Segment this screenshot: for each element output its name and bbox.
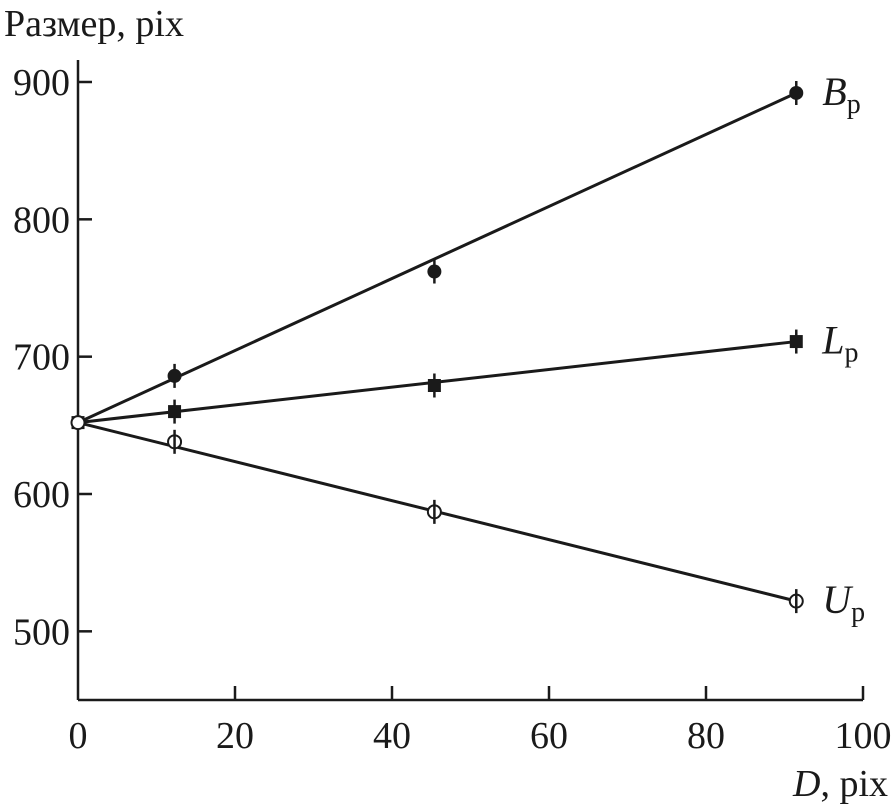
data-point-u xyxy=(70,415,86,431)
x-axis-title: D, pix xyxy=(792,763,888,805)
x-axis-variable: D xyxy=(792,763,820,805)
series-label-name: L xyxy=(821,318,844,363)
x-tick-label: 60 xyxy=(530,715,568,757)
y-tick-label: 700 xyxy=(13,337,70,379)
series-label-l: Lp xyxy=(821,318,858,369)
data-point-l xyxy=(427,379,441,393)
x-tick-label: 80 xyxy=(687,715,725,757)
fit-line-b xyxy=(77,91,797,424)
x-tick-label: 40 xyxy=(373,715,411,757)
data-point-l xyxy=(789,335,803,349)
y-axis-title: Размер, pix xyxy=(4,3,184,45)
series-label-subscript: p xyxy=(845,338,859,369)
data-point-b xyxy=(427,264,442,279)
fit-lines xyxy=(77,91,797,603)
y-tick-label: 600 xyxy=(13,474,70,516)
series-label-u: Up xyxy=(822,577,865,628)
series-label-subscript: p xyxy=(851,597,865,628)
series-label-subscript: p xyxy=(847,89,861,120)
data-point-b xyxy=(789,85,804,100)
data-point-l xyxy=(168,405,182,419)
series-label-b: Bp xyxy=(822,69,860,120)
y-ticks: 500 600 700 800 900 xyxy=(13,62,92,653)
x-tick-label: 20 xyxy=(216,715,254,757)
y-tick-label: 900 xyxy=(13,62,70,104)
data-point-b xyxy=(167,368,182,383)
data-points xyxy=(70,80,804,614)
x-axis-unit: , pix xyxy=(820,763,888,805)
series-label-name: B xyxy=(822,69,846,114)
x-ticks: 0 20 40 60 80 100 xyxy=(69,686,892,757)
x-tick-label: 0 xyxy=(69,715,88,757)
y-tick-label: 500 xyxy=(13,611,70,653)
series-label-name: U xyxy=(822,577,854,622)
axes xyxy=(76,60,863,702)
x-tick-label: 100 xyxy=(835,715,892,757)
y-tick-label: 800 xyxy=(13,199,70,241)
